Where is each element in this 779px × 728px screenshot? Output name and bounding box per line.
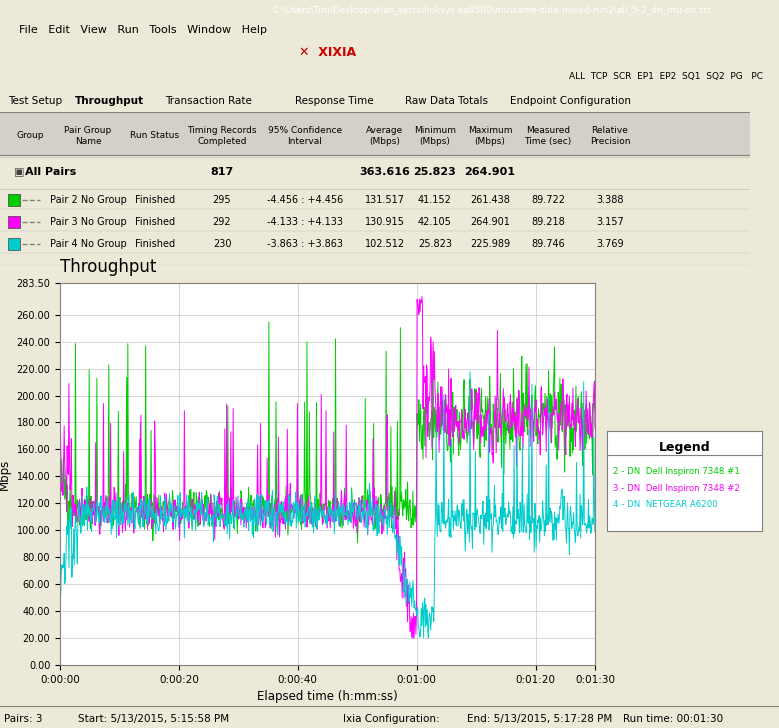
Text: All Pairs: All Pairs [25, 167, 76, 177]
Text: 25.823: 25.823 [418, 239, 452, 249]
Text: Maximum
(Mbps): Maximum (Mbps) [467, 126, 513, 146]
Text: Response Time: Response Time [295, 96, 374, 106]
Text: Pair 2 No Group: Pair 2 No Group [50, 195, 126, 205]
Y-axis label: Mbps: Mbps [0, 459, 11, 490]
Text: Test Setup: Test Setup [8, 96, 62, 106]
Text: 95% Confidence
Interval: 95% Confidence Interval [268, 126, 342, 146]
Text: 3 - DN  Dell Inspiron 7348 #2: 3 - DN Dell Inspiron 7348 #2 [613, 484, 740, 493]
Text: 102.512: 102.512 [365, 239, 405, 249]
Text: Ixia Configuration:: Ixia Configuration: [343, 714, 439, 724]
Text: 3.388: 3.388 [596, 195, 624, 205]
Text: Pair 4 No Group: Pair 4 No Group [50, 239, 126, 249]
Text: Minimum
(Mbps): Minimum (Mbps) [414, 126, 456, 146]
Text: 4 - DN  NETGEAR A6200: 4 - DN NETGEAR A6200 [613, 500, 718, 509]
Text: End: 5/13/2015, 5:17:28 PM: End: 5/13/2015, 5:17:28 PM [467, 714, 612, 724]
Text: ▣: ▣ [14, 167, 24, 177]
Text: 261.438: 261.438 [470, 195, 510, 205]
Text: 3.769: 3.769 [596, 239, 624, 249]
Text: Pair Group
Name: Pair Group Name [65, 126, 111, 146]
Bar [8, 194, 20, 206]
Bar [8, 238, 20, 250]
Text: 230: 230 [213, 239, 231, 249]
Bar [0, 112, 750, 155]
Text: 817: 817 [210, 167, 234, 177]
Text: C:\Users\Tim\Desktop\wlan_tests\linksys ea8500\mu\same-side-mixed-run2\all_5-2_d: C:\Users\Tim\Desktop\wlan_tests\linksys … [273, 6, 710, 15]
Text: 225.989: 225.989 [470, 239, 510, 249]
Text: 131.517: 131.517 [365, 195, 405, 205]
Text: Relative
Precision: Relative Precision [590, 126, 630, 146]
Text: 295: 295 [213, 195, 231, 205]
Text: Raw Data Totals: Raw Data Totals [405, 96, 488, 106]
Text: 89.218: 89.218 [531, 217, 565, 227]
Text: 89.722: 89.722 [531, 195, 565, 205]
Text: 3.157: 3.157 [596, 217, 624, 227]
Text: 42.105: 42.105 [418, 217, 452, 227]
Text: Throughput: Throughput [75, 96, 144, 106]
Text: Transaction Rate: Transaction Rate [165, 96, 252, 106]
Text: Run time: 00:01:30: Run time: 00:01:30 [623, 714, 724, 724]
Text: 41.152: 41.152 [418, 195, 452, 205]
Text: Group: Group [16, 132, 44, 141]
Text: 25.823: 25.823 [414, 167, 456, 177]
Text: Pair 3 No Group: Pair 3 No Group [50, 217, 126, 227]
Text: 2 - DN  Dell Inspiron 7348 #1: 2 - DN Dell Inspiron 7348 #1 [613, 467, 740, 476]
Text: Run Status: Run Status [130, 132, 180, 141]
Text: Finished: Finished [135, 195, 175, 205]
Text: ✕  XIXIA: ✕ XIXIA [298, 45, 356, 58]
Text: 292: 292 [213, 217, 231, 227]
Text: 89.746: 89.746 [531, 239, 565, 249]
Text: Endpoint Configuration: Endpoint Configuration [510, 96, 631, 106]
Text: 264.901: 264.901 [470, 217, 510, 227]
Text: Timing Records
Completed: Timing Records Completed [187, 126, 257, 146]
Text: ALL  TCP  SCR  EP1  EP2  SQ1  SQ2  PG   PC: ALL TCP SCR EP1 EP2 SQ1 SQ2 PG PC [569, 72, 763, 81]
Text: -3.863 : +3.863: -3.863 : +3.863 [267, 239, 343, 249]
Text: Start: 5/13/2015, 5:15:58 PM: Start: 5/13/2015, 5:15:58 PM [78, 714, 229, 724]
Text: Average
(Mbps): Average (Mbps) [366, 126, 404, 146]
Text: File   Edit   View   Run   Tools   Window   Help: File Edit View Run Tools Window Help [19, 25, 267, 35]
Bar [8, 216, 20, 228]
Text: Measured
Time (sec): Measured Time (sec) [524, 126, 572, 146]
Text: -4.133 : +4.133: -4.133 : +4.133 [267, 217, 343, 227]
Text: 130.915: 130.915 [365, 217, 405, 227]
Text: Throughput: Throughput [60, 258, 157, 276]
Text: Pairs: 3: Pairs: 3 [4, 714, 42, 724]
Text: Finished: Finished [135, 239, 175, 249]
Text: -4.456 : +4.456: -4.456 : +4.456 [267, 195, 343, 205]
Text: Legend: Legend [659, 441, 710, 454]
Text: Finished: Finished [135, 217, 175, 227]
X-axis label: Elapsed time (h:mm:ss): Elapsed time (h:mm:ss) [257, 690, 398, 703]
Text: 363.616: 363.616 [360, 167, 411, 177]
Text: 264.901: 264.901 [464, 167, 516, 177]
